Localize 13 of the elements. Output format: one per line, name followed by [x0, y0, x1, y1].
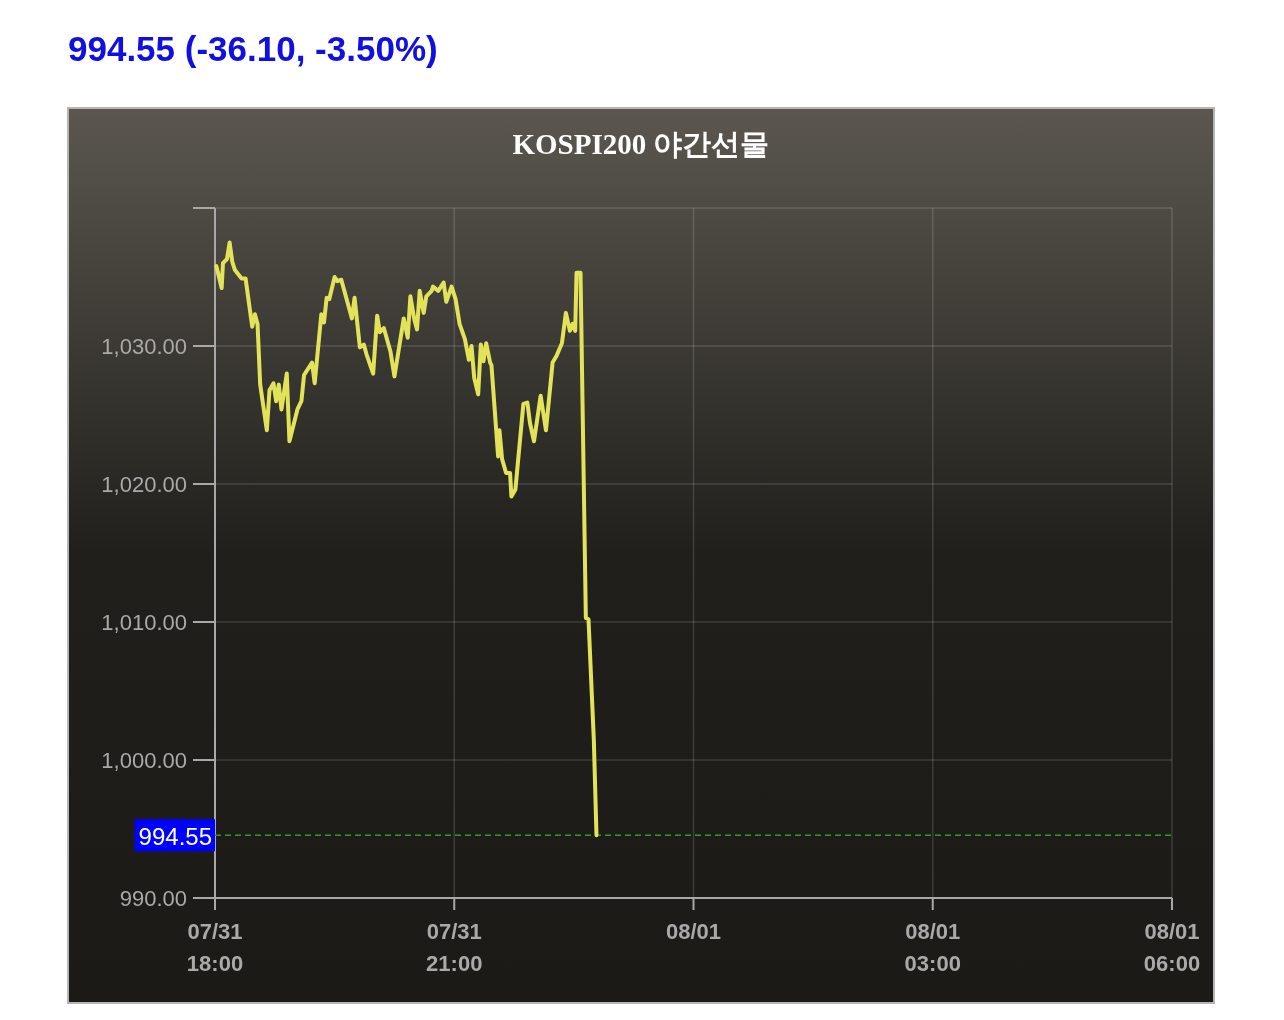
- x-tick-label: 07/31 18:00: [186, 919, 244, 976]
- x-tick-label: 07/31 21:00: [426, 919, 483, 976]
- text: 994.55 (-36.10, -3.50%): [68, 29, 438, 68]
- x-tick-label: 08/01: [665, 919, 722, 944]
- ref-line-label: 994.55: [138, 822, 212, 850]
- y-tick-label: 990.00: [119, 885, 187, 911]
- x-tick-label: 08/01 06:00: [1143, 919, 1201, 976]
- y-tick-label: 1,000.00: [101, 747, 187, 773]
- y-tick-label: 1,010.00: [101, 609, 187, 635]
- y-tick-label: 1,020.00: [101, 471, 187, 497]
- x-tick-label: 08/01 03:00: [904, 919, 961, 976]
- y-tick-label: 1,030.00: [101, 333, 187, 359]
- chart-title: KOSPI200 야간선물: [512, 128, 770, 160]
